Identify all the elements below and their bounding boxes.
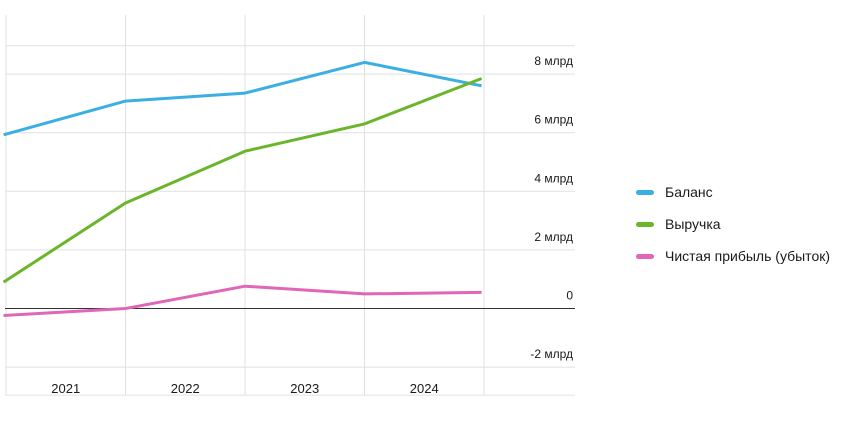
legend-label: Чистая прибыль (убыток): [665, 248, 831, 264]
series-line: [3, 284, 482, 317]
legend: Баланс Выручка Чистая прибыль (убыток): [636, 176, 830, 272]
legend-item: Выручка: [636, 208, 830, 240]
series-line: [3, 60, 482, 137]
x-tick-label: 2023: [290, 381, 319, 396]
legend-swatch: [636, 189, 654, 195]
legend-item: Чистая прибыль (убыток): [636, 240, 830, 272]
y-tick-label: 6 млрд: [534, 113, 573, 127]
legend-label: Выручка: [665, 216, 721, 232]
y-tick-label: 0: [566, 289, 573, 303]
x-tick-label: 2024: [410, 381, 439, 396]
y-tick-label: 2 млрд: [534, 230, 573, 244]
series-lines: [2, 60, 483, 317]
legend-label: Баланс: [665, 184, 713, 200]
y-tick-label: -2 млрд: [530, 347, 573, 361]
legend-swatch: [636, 253, 654, 259]
legend-swatch: [636, 221, 654, 227]
x-tick-label: 2021: [51, 381, 80, 396]
y-tick-label: 8 млрд: [534, 54, 573, 68]
y-tick-label: 4 млрд: [534, 171, 573, 185]
y-axis-ticks: 8 млрд 6 млрд 4 млрд 2 млрд 0 -2 млрд: [530, 54, 573, 361]
x-axis-ticks: 2021 2022 2023 2024: [51, 381, 438, 396]
series-line: [2, 77, 483, 284]
legend-item: Баланс: [636, 176, 830, 208]
grid: [5, 15, 575, 396]
x-tick-label: 2022: [171, 381, 200, 396]
